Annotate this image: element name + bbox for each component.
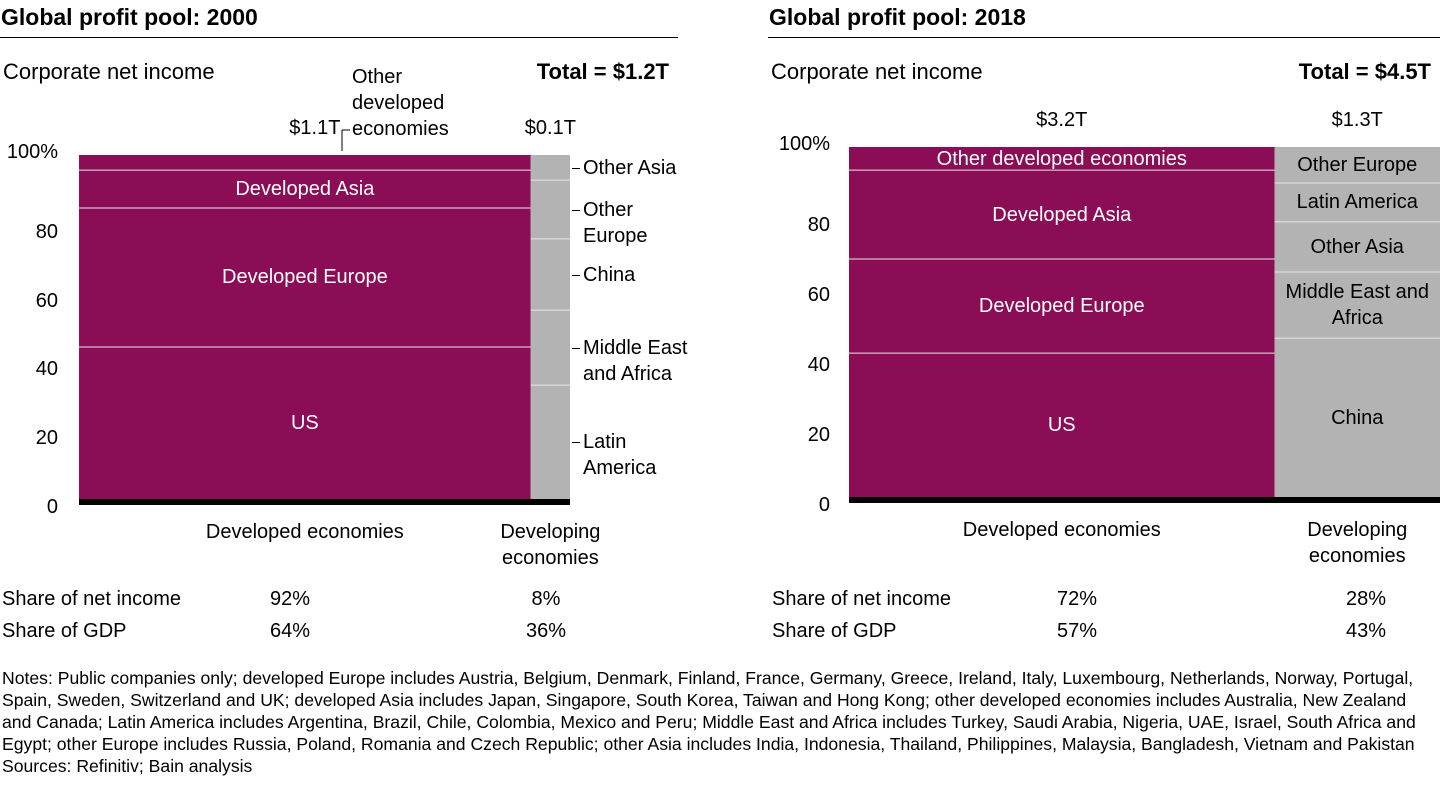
y-tick-label: 80 [35,220,58,243]
label-tick [572,274,580,276]
segment-other-developed-economies [849,147,1275,171]
segment-middle-east-and-africa [530,310,570,386]
label-tick [572,167,580,169]
segment-label: Developed Europe [222,266,388,289]
notes-text: Notes: Public companies only; developed … [2,668,1416,754]
segment-developed-asia [79,170,531,208]
y-tick-label: 100% [6,141,58,163]
segment-label: US [290,411,319,434]
segment-other-developed-economies [79,155,531,171]
column-category-label: Developing economies [1307,519,1408,567]
segment-latin-america [530,385,570,499]
share-row-label: Share of net income [772,588,951,610]
label-tick [572,442,580,444]
column-total-label: $0.1T [524,117,576,139]
segment-label: Other developed economies [936,147,1187,170]
segment-label: Other Asia [1310,235,1404,258]
label-tick [572,209,580,211]
segment-other-asia [530,155,570,181]
segment-label: US [1047,414,1076,437]
x-axis-baseline [849,497,1440,503]
segment-label: Developed Asia [992,203,1132,226]
chart-title: Global profit pool: 2000 [1,4,258,30]
share-value: 8% [531,588,561,610]
share-value: 92% [269,588,311,610]
segment-developed-europe [79,207,531,347]
segment-us [849,353,1275,497]
share-value: 64% [269,620,311,642]
column-total-label: $3.2T [1036,109,1088,131]
title-rule [768,37,1440,38]
share-row-label: Share of net income [2,588,181,610]
segment-label: Middle East and Africa [583,336,688,385]
segment-other-europe [530,180,570,239]
y-axis-label: Corporate net income [3,59,215,84]
y-tick-label: 40 [807,354,830,376]
total-label: Total = $1.2T [536,59,669,84]
share-value: 57% [1056,620,1098,642]
column-total-label: $1.3T [1331,109,1383,131]
segment-label: Developed Europe [978,295,1145,318]
title-rule [0,37,678,38]
share-row-label: Share of GDP [772,620,897,642]
segment-label: Other Europe [1297,154,1418,177]
label-tick [572,347,580,349]
total-label: Total = $4.5T [1298,59,1431,84]
y-tick-label: 80 [807,214,830,236]
x-axis-baseline [79,499,570,505]
column-category-label: Developed economies [962,519,1161,541]
segment-latin-america [1274,183,1440,222]
sources-text: Sources: Refinitiv; Bain analysis [2,756,253,776]
y-tick-label: 40 [35,358,58,381]
segment-developed-asia [849,170,1275,259]
y-tick-label: 20 [807,424,830,446]
segment-label: China [583,263,636,286]
share-row-label: Share of GDP [2,620,127,642]
y-tick-label: 0 [818,494,830,516]
y-tick-label: 20 [35,427,58,450]
share-value: 72% [1056,588,1098,610]
column-category-label: Developed economies [205,521,404,543]
column-category-label: Developing economies [500,521,601,569]
segment-china [1274,338,1440,497]
y-tick-label: 60 [807,284,830,306]
segment-us [79,346,531,499]
segment-other-asia [1274,221,1440,272]
y-axis-label: Corporate net income [771,59,983,84]
y-tick-label: 100% [778,133,830,155]
segment-label: Latin America [583,431,657,480]
y-tick-label: 0 [46,496,58,518]
segment-label: Other developed economies [352,66,449,140]
segment-label: Other Asia [583,156,677,179]
segment-label: Developed Asia [235,178,375,201]
segment-label: Latin America [1296,191,1418,214]
chart-notes: Notes: Public companies only; developed … [2,667,1438,777]
segment-label: Other Europe [583,198,648,247]
segment-china [530,238,570,311]
share-value: 43% [1345,620,1387,642]
segment-developed-europe [849,259,1275,354]
chart-title: Global profit pool: 2018 [769,4,1026,30]
share-value: 36% [525,620,567,642]
segment-label: China [1331,406,1384,429]
share-value: 28% [1345,588,1387,610]
column-total-label: $1.1T [289,117,341,139]
segment-middle-east-and-africa [1274,271,1440,339]
y-tick-label: 60 [35,289,58,312]
segment-label: Middle East and Africa [1285,281,1429,330]
segment-other-europe [1274,147,1440,184]
